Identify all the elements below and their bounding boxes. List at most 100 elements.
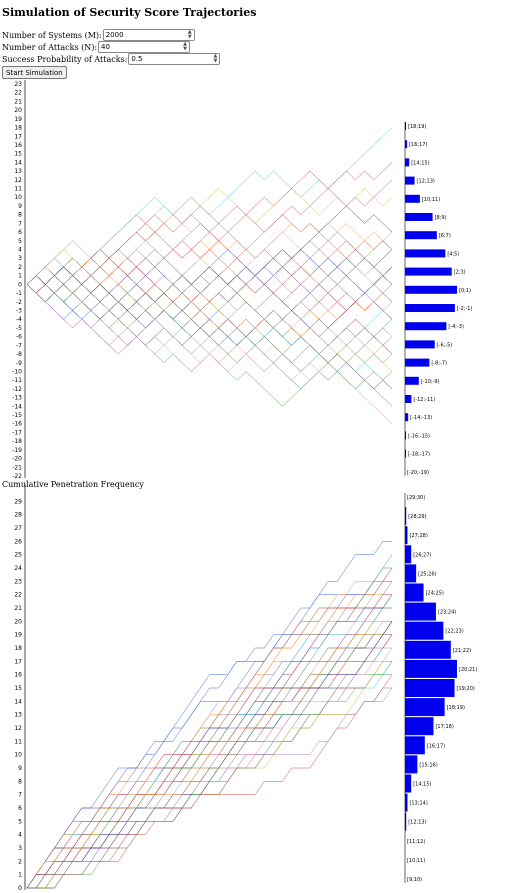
y-tick-label: 29 (14, 498, 22, 505)
histogram-bin-label: [26;27) (413, 552, 431, 558)
trajectory-line (26, 607, 392, 889)
y-tick-label: 10 (14, 194, 22, 201)
histogram-bar (405, 698, 445, 717)
y-tick-label: 17 (14, 658, 22, 665)
histogram-bar (405, 449, 407, 458)
y-tick-label: 9 (18, 765, 22, 772)
y-tick-label: 16 (14, 672, 22, 679)
attacks-value: 40 (101, 43, 110, 51)
histogram-bar (405, 640, 451, 659)
y-tick-label: 1 (18, 872, 22, 879)
y-tick-label: 17 (14, 133, 22, 140)
y-tick-label: 19 (14, 632, 22, 639)
histogram-bin-label: [-14;-13) (410, 415, 432, 421)
histogram-bar (405, 736, 425, 755)
y-tick-label: 4 (18, 832, 22, 839)
trajectory-line (26, 257, 393, 355)
y-tick-label: 26 (14, 538, 22, 545)
section-title-cumulative: Cumulative Penetration Frequency (2, 480, 144, 489)
spinner-icon[interactable]: ▲ ▼ (213, 53, 218, 64)
trajectory-line (26, 266, 393, 303)
y-tick-label: 27 (14, 525, 22, 532)
y-tick-label: 25 (14, 552, 22, 559)
prob-row: Success Probability of Attacks: 0.5 ▲ ▼ (2, 53, 221, 65)
y-tick-label: 20 (14, 618, 22, 625)
systems-input[interactable]: 2000 ▲ ▼ (102, 29, 195, 41)
y-tick-label: 7 (18, 792, 22, 799)
histogram-bar (405, 267, 452, 276)
histogram-bin-label: [-20;-19) (407, 470, 429, 476)
y-tick-label: 15 (14, 685, 22, 692)
y-tick-label: -3 (16, 307, 22, 314)
y-tick-label: -4 (16, 316, 22, 323)
y-tick-label: 20 (14, 107, 22, 114)
y-tick-label: 12 (14, 725, 22, 732)
histogram-bin-label: [13;14) (409, 801, 427, 807)
histogram-bin-label: [0;1) (459, 288, 471, 294)
y-tick-label: -11 (12, 377, 22, 384)
histogram-bar (405, 659, 457, 678)
prob-input[interactable]: 0.5 ▲ ▼ (128, 53, 221, 65)
y-tick-label: 18 (14, 125, 22, 132)
trajectory-line (27, 661, 392, 889)
y-tick-label: 5 (18, 818, 22, 825)
y-tick-label: 24 (14, 565, 22, 572)
spinner-icon[interactable]: ▲ ▼ (187, 29, 192, 40)
histogram-bin-label: [-18;-17) (408, 452, 430, 458)
histogram-bar (405, 322, 447, 331)
histogram-bar (405, 194, 420, 203)
trajectory-line (26, 257, 393, 390)
histogram-bar (405, 158, 410, 167)
trajectory-line (26, 581, 392, 889)
histogram-bin-label: [-10;-9) (421, 379, 440, 385)
trajectory-line (26, 607, 392, 889)
histogram-bar (405, 358, 430, 367)
histogram-bar (405, 176, 415, 185)
histogram-bar (405, 431, 407, 440)
histogram-bin-label: [15;16) (419, 762, 437, 768)
histogram-bar (405, 545, 412, 564)
y-tick-label: -22 (12, 473, 22, 480)
histogram-bar (405, 285, 457, 294)
y-tick-label: -13 (12, 395, 22, 402)
histogram-bin-label: [4;5) (447, 251, 459, 257)
histogram-bin-label: [10;11) (422, 197, 440, 203)
y-tick-label: 22 (14, 592, 22, 599)
trajectory-line (26, 249, 393, 320)
histogram-bin-label: [16;17) (409, 142, 427, 148)
prob-value: 0.5 (131, 55, 143, 63)
y-tick-label: 16 (14, 142, 22, 149)
histogram-bin-label: [24;25) (426, 591, 444, 597)
histogram-bin-label: [12;13) (408, 820, 426, 826)
start-simulation-button[interactable]: Start Simulation (2, 66, 67, 79)
y-tick-label: -9 (16, 360, 22, 367)
trajectory-line (26, 621, 392, 889)
y-tick-label: 0 (18, 281, 22, 288)
histogram-bin-label: [18;19) (408, 124, 426, 130)
histogram-bar (405, 507, 407, 526)
histogram-bin-label: [18;19) (447, 705, 465, 711)
y-tick-label: -7 (16, 342, 22, 349)
trajectory-line (27, 634, 392, 889)
y-tick-label: 22 (14, 90, 22, 97)
y-tick-label: 2 (18, 858, 22, 865)
histogram-bin-label: [8;9) (435, 215, 447, 221)
histogram-bin-label: [11;12) (407, 839, 425, 845)
y-tick-label: 7 (18, 220, 22, 227)
histogram-bar (405, 526, 408, 545)
attacks-input[interactable]: 40 ▲ ▼ (98, 41, 191, 53)
y-tick-label: -5 (16, 325, 22, 332)
systems-label: Number of Systems (M): (2, 30, 102, 40)
y-tick-label: 0 (18, 885, 22, 892)
spinner-icon[interactable]: ▲ ▼ (183, 41, 188, 52)
y-tick-label: -18 (12, 438, 22, 445)
y-tick-label: 18 (14, 645, 22, 652)
histogram-bin-label: [23;24) (438, 610, 456, 616)
y-tick-label: -1 (16, 290, 22, 297)
trajectory-line (27, 634, 393, 889)
histogram-bin-label: [-4;-3) (448, 324, 464, 330)
histogram-bar (405, 249, 446, 258)
histogram-bin-label: [-12;-11) (413, 397, 435, 403)
histogram-bin-label: [14;15) (413, 782, 431, 788)
